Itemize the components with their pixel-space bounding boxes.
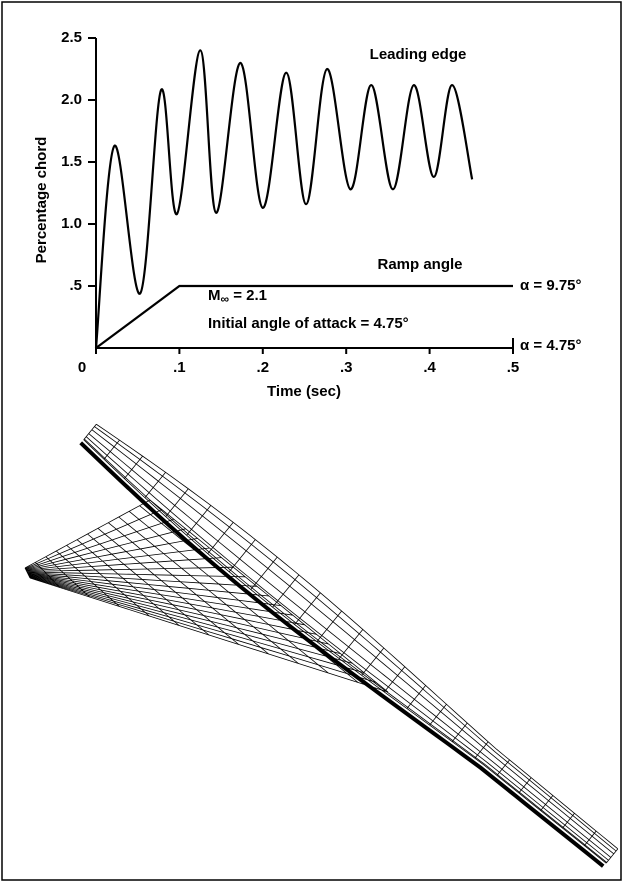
wing-mesh (27, 572, 258, 587)
fuselage-ring (83, 423, 97, 441)
wing-mesh (27, 573, 293, 616)
x-tick-label: .5 (507, 359, 520, 376)
annotation: M∞ = 2.1 (208, 287, 267, 306)
fuselage-ring (451, 722, 468, 742)
fuselage-ring (496, 759, 510, 776)
y-tick-label: 2.5 (61, 29, 82, 46)
wing-mesh (28, 575, 341, 654)
wing-mesh (26, 566, 234, 572)
wing-mesh (27, 572, 270, 597)
wing-mesh (26, 557, 222, 572)
wing-mesh (25, 518, 174, 570)
x-tick-label: .3 (340, 359, 353, 376)
wing-mesh (28, 575, 329, 645)
wing-mesh (28, 574, 305, 626)
wing-mesh (24, 499, 151, 569)
fuselage-ring (207, 522, 234, 554)
fuselage-ring (165, 488, 189, 517)
y-tick-label: 1.5 (61, 153, 82, 170)
x-tick-label: 0 (78, 359, 86, 376)
fuselage-ring (272, 574, 300, 608)
y-tick-label: 1.0 (61, 215, 82, 232)
fuselage-ring (228, 539, 256, 573)
series-label: Leading edge (370, 46, 467, 63)
fuselage-ring (474, 741, 489, 759)
fuselage-ring (294, 592, 321, 625)
annotation: α = 4.75° (520, 337, 582, 354)
fuselage-ring (250, 556, 278, 590)
series-label: Ramp angle (377, 256, 462, 273)
fuselage-ring (584, 830, 597, 846)
fuselage-line (83, 439, 607, 864)
fuselage-shadow (79, 441, 605, 868)
data-line (94, 49, 474, 349)
fuselage-ring (605, 848, 619, 864)
wing-mesh (25, 528, 186, 570)
annotation: α = 9.75° (520, 277, 582, 294)
wing-mesh (29, 576, 353, 664)
data-line (95, 284, 513, 349)
y-axis-label: Percentage chord (33, 137, 50, 264)
wing-mesh (26, 571, 246, 578)
fuselage-ring (540, 795, 554, 811)
x-tick-label: .1 (173, 359, 186, 376)
fuselage-ring (429, 704, 447, 726)
wing-mesh (27, 573, 281, 606)
fuselage-ring (406, 685, 426, 709)
wing-mesh (28, 574, 317, 635)
annotation: ∞ (221, 292, 230, 306)
x-tick-label: .4 (423, 359, 436, 376)
wing-mesh (25, 509, 163, 569)
fuselage-ring (518, 777, 532, 794)
annotation: Initial angle of attack = 4.75° (208, 315, 409, 332)
fuselage-ring (338, 629, 364, 659)
fuselage-ring (103, 439, 120, 460)
wing-mesh (29, 576, 365, 674)
y-tick-label: .5 (69, 277, 82, 294)
wing-mesh (25, 538, 198, 571)
fuselage-ring (144, 472, 166, 498)
x-axis-label: Time (sec) (267, 383, 341, 400)
fuselage-ring (124, 455, 143, 479)
aircraft-illustration (24, 423, 619, 868)
wing-mesh (29, 577, 389, 693)
y-tick-label: 2.0 (61, 91, 82, 108)
x-tick-label: .2 (257, 359, 270, 376)
fuselage-ring (186, 505, 212, 536)
fuselage-ring (361, 647, 385, 676)
fuselage-ring (562, 813, 575, 829)
fuselage-ring (383, 666, 406, 693)
fuselage-ring (316, 610, 342, 642)
wing-mesh (29, 577, 377, 683)
annotation: = 2.1 (229, 287, 267, 304)
wing-mesh (26, 547, 210, 571)
annotation: M (208, 287, 221, 304)
